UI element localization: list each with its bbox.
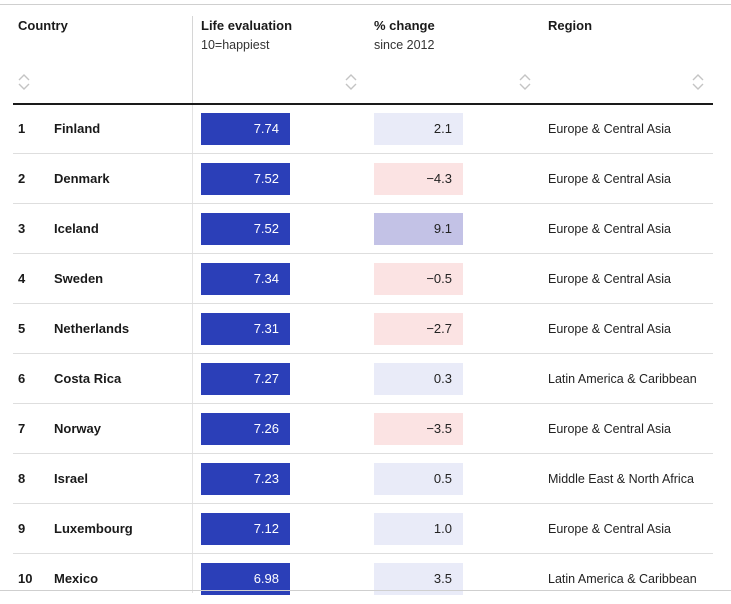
region-cell: Europe & Central Asia	[548, 122, 671, 136]
country-cell: Israel	[54, 471, 88, 486]
country-cell: Netherlands	[54, 321, 130, 336]
rank-cell: 6	[18, 371, 26, 386]
row-divider	[13, 303, 713, 304]
country-cell: Denmark	[54, 171, 110, 186]
country-cell: Costa Rica	[54, 371, 122, 386]
life-evaluation-cell: 7.74	[201, 113, 290, 145]
life-evaluation-cell: 6.98	[201, 563, 290, 595]
rank-cell: 8	[18, 471, 26, 486]
region-cell: Europe & Central Asia	[548, 322, 671, 336]
top-border	[0, 4, 731, 5]
row-divider	[13, 553, 713, 554]
header-change[interactable]: % change since 2012	[374, 18, 435, 54]
life-evaluation-cell: 7.26	[201, 413, 290, 445]
country-cell: Iceland	[54, 221, 99, 236]
sort-arrows-icon[interactable]	[518, 73, 532, 91]
header-change-title: % change	[374, 18, 435, 33]
country-cell: Mexico	[54, 571, 99, 586]
table-row: 1 Finland 7.74 2.1 Europe & Central Asia	[13, 104, 713, 154]
change-cell: 3.5	[374, 563, 463, 595]
header-rule	[13, 103, 713, 105]
rank-cell: 1	[18, 121, 26, 136]
change-cell: 2.1	[374, 113, 463, 145]
sort-arrows-icon[interactable]	[17, 73, 31, 91]
header-life-evaluation[interactable]: Life evaluation 10=happiest	[201, 18, 292, 54]
region-cell: Europe & Central Asia	[548, 172, 671, 186]
row-divider	[13, 153, 713, 154]
region-cell: Europe & Central Asia	[548, 272, 671, 286]
table-row: 5 Netherlands 7.31 −2.7 Europe & Central…	[13, 304, 713, 354]
life-evaluation-cell: 7.12	[201, 513, 290, 545]
header-life-subtitle: 10=happiest	[201, 38, 270, 52]
row-divider	[13, 503, 713, 504]
table-row: 8 Israel 7.23 0.5 Middle East & North Af…	[13, 454, 713, 504]
region-cell: Latin America & Caribbean	[548, 572, 697, 586]
row-divider	[13, 353, 713, 354]
row-divider	[13, 203, 713, 204]
change-cell: 0.5	[374, 463, 463, 495]
sort-arrows-icon[interactable]	[344, 73, 358, 91]
column-divider	[192, 104, 193, 593]
change-cell: 0.3	[374, 363, 463, 395]
table-row: 3 Iceland 7.52 9.1 Europe & Central Asia	[13, 204, 713, 254]
region-cell: Latin America & Caribbean	[548, 372, 697, 386]
rank-cell: 7	[18, 421, 26, 436]
column-divider	[192, 16, 193, 104]
rank-cell: 4	[18, 271, 26, 286]
row-divider	[13, 453, 713, 454]
change-cell: 9.1	[374, 213, 463, 245]
region-cell: Middle East & North Africa	[548, 472, 694, 486]
change-cell: −4.3	[374, 163, 463, 195]
table-row: 9 Luxembourg 7.12 1.0 Europe & Central A…	[13, 504, 713, 554]
rank-cell: 3	[18, 221, 26, 236]
life-evaluation-cell: 7.34	[201, 263, 290, 295]
table-row: 6 Costa Rica 7.27 0.3 Latin America & Ca…	[13, 354, 713, 404]
change-cell: −2.7	[374, 313, 463, 345]
country-cell: Norway	[54, 421, 101, 436]
header-country[interactable]: Country	[18, 18, 68, 34]
header-life-title: Life evaluation	[201, 18, 293, 33]
header-change-subtitle: since 2012	[374, 38, 435, 52]
life-evaluation-cell: 7.52	[201, 213, 290, 245]
header-region[interactable]: Region	[548, 18, 592, 34]
sort-arrows-icon[interactable]	[691, 73, 705, 91]
region-cell: Europe & Central Asia	[548, 222, 671, 236]
life-evaluation-cell: 7.31	[201, 313, 290, 345]
table-row: 2 Denmark 7.52 −4.3 Europe & Central Asi…	[13, 154, 713, 204]
bottom-border	[0, 590, 731, 591]
row-divider	[13, 403, 713, 404]
row-divider	[13, 253, 713, 254]
life-evaluation-cell: 7.52	[201, 163, 290, 195]
rank-cell: 2	[18, 171, 26, 186]
change-cell: −0.5	[374, 263, 463, 295]
life-evaluation-cell: 7.23	[201, 463, 290, 495]
rank-cell: 10	[18, 571, 33, 586]
change-cell: 1.0	[374, 513, 463, 545]
header-country-title: Country	[18, 18, 68, 33]
change-cell: −3.5	[374, 413, 463, 445]
country-cell: Luxembourg	[54, 521, 133, 536]
country-cell: Sweden	[54, 271, 104, 286]
life-evaluation-cell: 7.27	[201, 363, 290, 395]
country-cell: Finland	[54, 121, 101, 136]
header-region-title: Region	[548, 18, 593, 33]
table-row: 10 Mexico 6.98 3.5 Latin America & Carib…	[13, 554, 713, 604]
region-cell: Europe & Central Asia	[548, 522, 671, 536]
rank-cell: 5	[18, 321, 26, 336]
region-cell: Europe & Central Asia	[548, 422, 671, 436]
table-row: 7 Norway 7.26 −3.5 Europe & Central Asia	[13, 404, 713, 454]
rank-cell: 9	[18, 521, 26, 536]
table-row: 4 Sweden 7.34 −0.5 Europe & Central Asia	[13, 254, 713, 304]
